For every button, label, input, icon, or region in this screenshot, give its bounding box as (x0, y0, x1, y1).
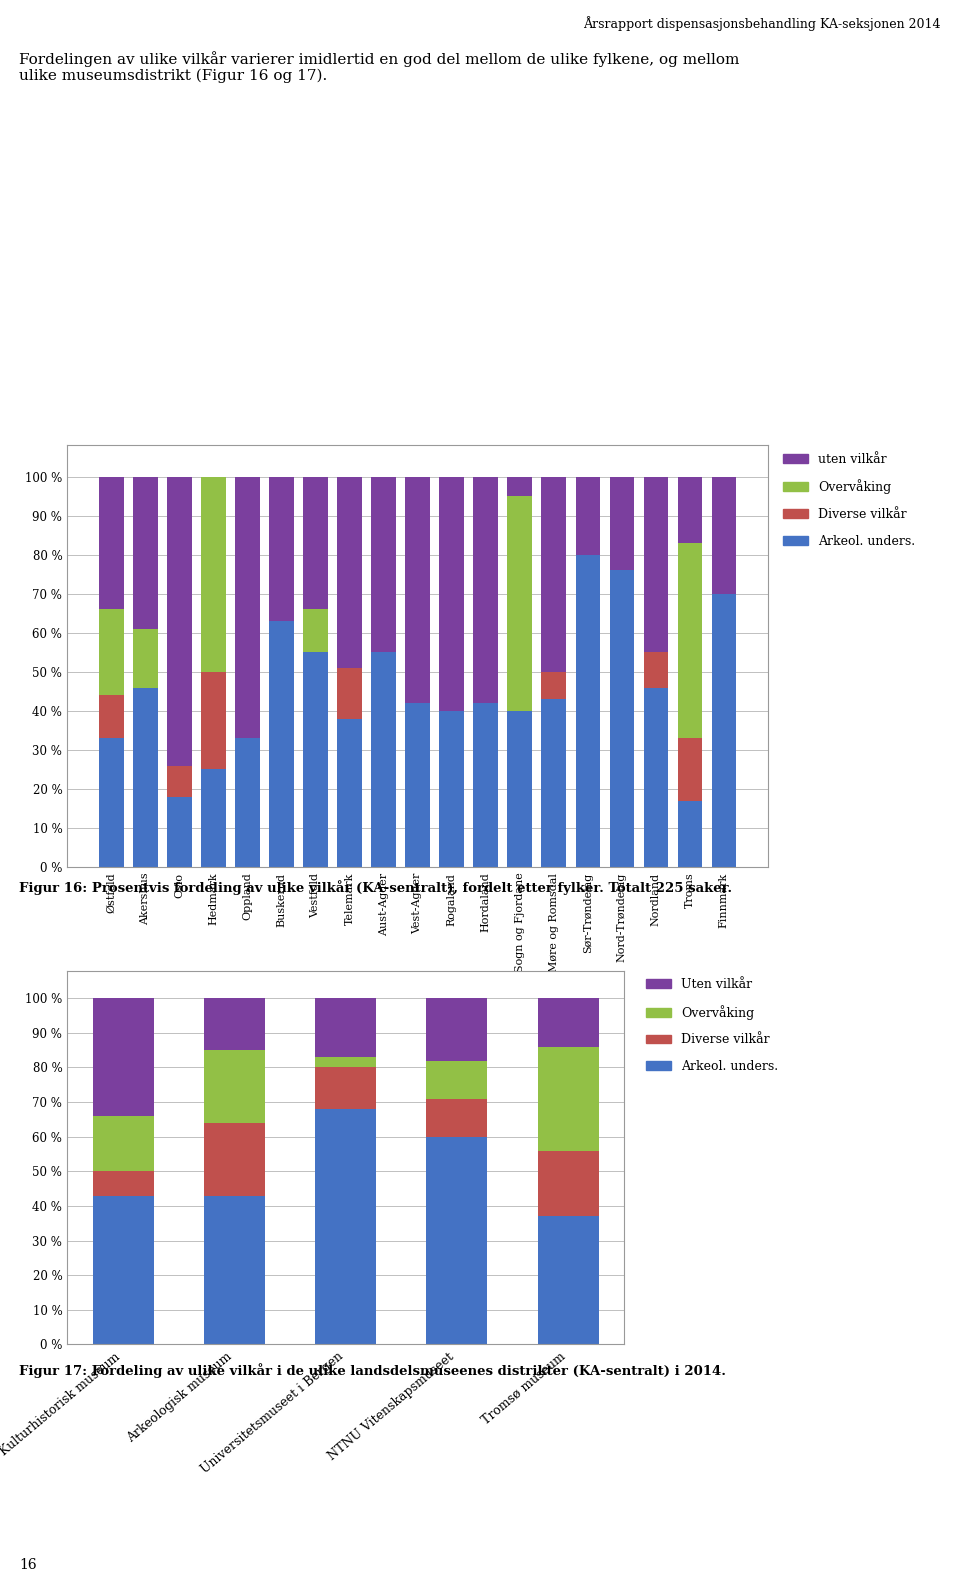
Bar (202, 770, 226, 867)
Bar (538, 1150, 599, 1216)
Bar (541, 477, 566, 671)
Legend: uten vilkår, Overvåking, Diverse vilkår, Arkeol. unders.: uten vilkår, Overvåking, Diverse vilkår,… (778, 447, 920, 552)
Bar (541, 671, 566, 698)
Bar (678, 477, 702, 543)
Bar (337, 668, 362, 719)
Bar (202, 477, 226, 671)
Bar (678, 543, 702, 738)
Bar (337, 477, 362, 668)
Bar (372, 652, 396, 867)
Bar (315, 1109, 376, 1344)
Bar (133, 477, 157, 628)
Bar (440, 477, 464, 711)
Text: Årsrapport dispensasjonsbehandling KA-seksjonen 2014: Årsrapport dispensasjonsbehandling KA-se… (584, 16, 941, 30)
Bar (473, 477, 498, 703)
Bar (133, 687, 157, 867)
Bar (508, 496, 532, 711)
Bar (405, 703, 430, 867)
Bar (610, 571, 634, 867)
Text: Figur 17: Fordeling av ulike vilkår i de ulike landsdelsmuseenes distrikter (KA-: Figur 17: Fordeling av ulike vilkår i de… (19, 1363, 726, 1378)
Bar (711, 593, 736, 867)
Bar (678, 800, 702, 867)
Bar (610, 477, 634, 571)
Bar (235, 477, 260, 738)
Bar (426, 1061, 488, 1099)
Bar (315, 1056, 376, 1068)
Bar (204, 1050, 265, 1123)
Bar (508, 477, 532, 496)
Bar (575, 555, 600, 867)
Bar (575, 477, 600, 555)
Bar (133, 628, 157, 687)
Text: Fordelingen av ulike vilkår varierer imidlertid en god del mellom de ulike fylke: Fordelingen av ulike vilkår varierer imi… (19, 51, 739, 83)
Bar (538, 1047, 599, 1150)
Bar (315, 998, 376, 1056)
Bar (204, 998, 265, 1050)
Bar (473, 703, 498, 867)
Bar (426, 1136, 488, 1344)
Bar (711, 477, 736, 593)
Bar (643, 477, 668, 652)
Bar (202, 671, 226, 770)
Bar (508, 711, 532, 867)
Legend: Uten vilkår, Overvåking, Diverse vilkår, Arkeol. unders.: Uten vilkår, Overvåking, Diverse vilkår,… (641, 974, 783, 1079)
Bar (643, 687, 668, 867)
Text: 16: 16 (19, 1558, 36, 1572)
Bar (92, 1115, 154, 1171)
Bar (204, 1123, 265, 1195)
Bar (440, 711, 464, 867)
Bar (303, 609, 327, 652)
Bar (92, 1195, 154, 1344)
Bar (303, 652, 327, 867)
Bar (426, 1099, 488, 1136)
Text: Figur 16: Prosentvis fordeling av ulike vilkår (KA-sentralt), fordelt etter fylk: Figur 16: Prosentvis fordeling av ulike … (19, 880, 732, 894)
Bar (426, 998, 488, 1061)
Bar (269, 477, 294, 620)
Bar (99, 695, 124, 738)
Bar (678, 738, 702, 800)
Bar (269, 620, 294, 867)
Bar (315, 1068, 376, 1109)
Bar (235, 738, 260, 867)
Bar (204, 1195, 265, 1344)
Bar (538, 1216, 599, 1344)
Bar (99, 477, 124, 609)
Bar (92, 998, 154, 1115)
Bar (167, 797, 192, 867)
Bar (337, 719, 362, 867)
Bar (92, 1171, 154, 1195)
Bar (643, 652, 668, 687)
Bar (167, 765, 192, 797)
Bar (303, 477, 327, 609)
Bar (541, 698, 566, 867)
Bar (99, 609, 124, 695)
Bar (405, 477, 430, 703)
Bar (167, 477, 192, 765)
Bar (372, 477, 396, 652)
Bar (99, 738, 124, 867)
Bar (538, 998, 599, 1047)
